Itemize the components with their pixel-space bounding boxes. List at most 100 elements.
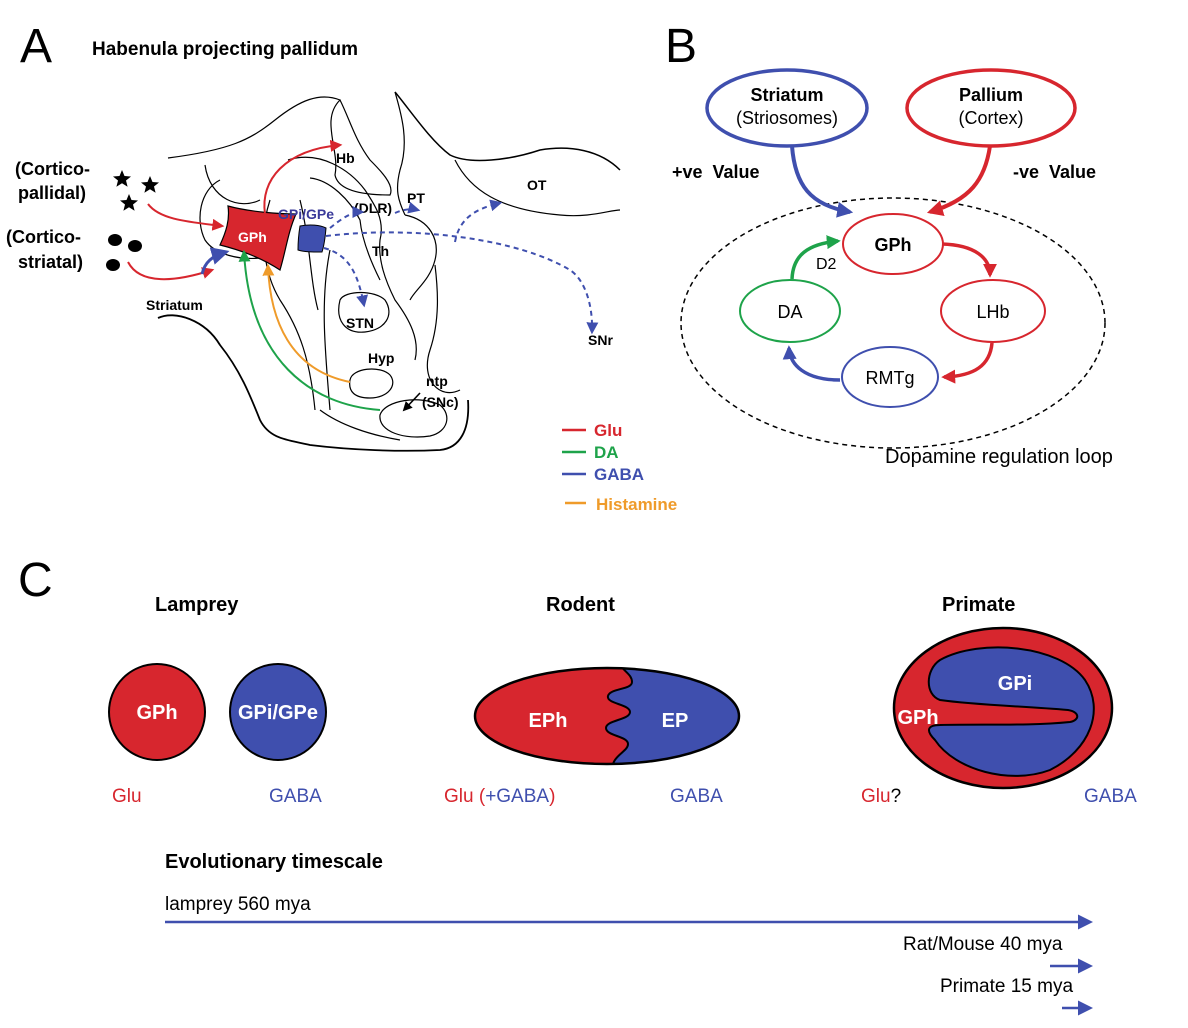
gph-to-lhb-arrow bbox=[941, 242, 997, 278]
rmtg-to-da-arrow bbox=[782, 345, 841, 382]
primate-question-part: ? bbox=[891, 786, 902, 807]
striatum-node bbox=[705, 68, 869, 148]
primate-gaba: GABA bbox=[1084, 786, 1137, 807]
cortico-pallidal-label-1: (Cortico- bbox=[15, 159, 90, 179]
panel-b-letter: B bbox=[665, 20, 697, 73]
hyp-to-gph-arrow bbox=[262, 263, 351, 383]
cortico-pallidal-label-2: pallidal) bbox=[18, 183, 86, 203]
rodent-title: Rodent bbox=[546, 594, 615, 616]
d2-label: D2 bbox=[816, 256, 837, 273]
to-ot-arrow bbox=[454, 199, 503, 243]
ntp-label: ntp bbox=[426, 373, 448, 389]
rodent-eph-label: EPh bbox=[529, 710, 568, 732]
lamprey-glu: Glu bbox=[112, 786, 142, 807]
cortico-striatal-label-2: striatal) bbox=[18, 252, 83, 272]
striatum-to-gph-arrow bbox=[200, 247, 230, 275]
rodent-paren-part: ) bbox=[549, 786, 555, 807]
pallium-to-gph-arrow bbox=[926, 145, 992, 216]
dlr-label: (DLR) bbox=[354, 200, 392, 216]
positive-value-label: +ve Value bbox=[672, 162, 760, 182]
timescale-primate-label: Primate 15 mya bbox=[940, 976, 1073, 997]
th-label: Th bbox=[372, 243, 389, 259]
primate-glu: Glu? bbox=[861, 786, 901, 807]
cortico-striatal-arrow bbox=[127, 261, 215, 281]
primate-glu-part: Glu bbox=[861, 786, 891, 807]
star-marker bbox=[113, 170, 131, 187]
rodent-glu-part: Glu ( bbox=[444, 786, 486, 807]
lamprey-gph-circle bbox=[108, 663, 206, 761]
hyp-label: Hyp bbox=[368, 350, 394, 366]
rodent-glu-gaba: Glu (+GABA) bbox=[444, 786, 555, 807]
striosomes-label: (Striosomes) bbox=[736, 108, 838, 128]
panel-b: B Striatum (Striosomes) Pallium (Cortex)… bbox=[665, 20, 1113, 468]
panel-c: C Lamprey GPh GPi/GPe Glu GABA Rodent EP… bbox=[18, 554, 1137, 1016]
panel-a-letter: A bbox=[20, 20, 52, 73]
pt-label: PT bbox=[407, 190, 425, 206]
negative-value-label: -ve Value bbox=[1013, 162, 1096, 182]
lamprey-gpi-label: GPi/GPe bbox=[238, 702, 318, 724]
rmtg-node-label: RMTg bbox=[866, 368, 915, 388]
dot-marker bbox=[108, 234, 122, 246]
dot-marker bbox=[128, 240, 142, 252]
lhb-node bbox=[940, 279, 1046, 343]
legend-glu: Glu bbox=[594, 421, 622, 440]
da-node-label: DA bbox=[777, 302, 802, 322]
gpi-to-stn-arrow bbox=[323, 247, 368, 308]
rodent-ellipse bbox=[473, 666, 741, 766]
star-marker bbox=[120, 194, 138, 211]
da-node bbox=[739, 279, 841, 343]
brain-outline bbox=[157, 91, 621, 452]
gpi-gpe-region bbox=[297, 224, 327, 253]
loop-caption: Dopamine regulation loop bbox=[885, 446, 1113, 468]
star-marker bbox=[141, 176, 159, 193]
primate-gph-label: GPh bbox=[897, 707, 938, 729]
rodent-gaba-part: +GABA bbox=[485, 786, 549, 807]
lhb-node-label: LHb bbox=[976, 302, 1009, 322]
da-to-gph-arrow bbox=[790, 235, 841, 280]
timescale-rodent-label: Rat/Mouse 40 mya bbox=[903, 934, 1063, 955]
gpi-to-dlr-arrow bbox=[329, 206, 365, 229]
hb-label: Hb bbox=[336, 150, 355, 166]
striatum-to-gph-arrow bbox=[790, 145, 854, 218]
panel-a-legend: Glu DA GABA Histamine bbox=[562, 421, 677, 514]
cortico-pallidal-arrow bbox=[147, 203, 225, 231]
panel-a-projections bbox=[127, 139, 599, 412]
panel-b-arrows bbox=[782, 145, 997, 384]
lhb-to-rmtg-arrow bbox=[941, 342, 994, 384]
legend-histamine: Histamine bbox=[596, 495, 677, 514]
gph-node-label: GPh bbox=[874, 235, 911, 255]
dopamine-loop-boundary bbox=[680, 197, 1106, 449]
legend-da: DA bbox=[594, 443, 619, 462]
legend-gaba: GABA bbox=[594, 465, 644, 484]
striatum-label: Striatum bbox=[146, 297, 203, 313]
rodent-gaba: GABA bbox=[670, 786, 723, 807]
primate-title: Primate bbox=[942, 594, 1015, 616]
pallium-node-label: Pallium bbox=[959, 85, 1023, 105]
rodent-ep-label: EP bbox=[662, 710, 689, 732]
cortico-pallidal-markers bbox=[113, 170, 159, 211]
gph-region bbox=[219, 205, 297, 271]
gph-region-label: GPh bbox=[238, 229, 267, 245]
snc-label: (SNc) bbox=[422, 394, 459, 410]
lamprey-title: Lamprey bbox=[155, 594, 239, 616]
striatum-node-label: Striatum bbox=[750, 85, 823, 105]
primate-gpi-region bbox=[927, 646, 1095, 777]
stn-label: STN bbox=[346, 315, 374, 331]
gpi-gpe-label: GPi/GPe bbox=[278, 206, 334, 222]
lamprey-gph-label: GPh bbox=[136, 702, 177, 724]
cortex-label: (Cortex) bbox=[958, 108, 1023, 128]
snr-label: SNr bbox=[588, 332, 613, 348]
ntp-to-gph-arrow bbox=[238, 249, 381, 411]
panel-a: A Habenula projecting pallidum bbox=[6, 20, 677, 514]
rmtg-node bbox=[841, 346, 939, 408]
gph-to-hb-arrow bbox=[263, 139, 343, 215]
pallium-node bbox=[905, 68, 1077, 148]
dlr-to-pt-arrow bbox=[394, 201, 421, 214]
ntp-pointer-arrow bbox=[402, 392, 421, 412]
dot-marker bbox=[106, 259, 120, 271]
primate-gpi-label: GPi bbox=[998, 673, 1032, 695]
ot-label: OT bbox=[527, 177, 547, 193]
panel-a-title: Habenula projecting pallidum bbox=[92, 39, 358, 60]
cortico-striatal-markers bbox=[106, 234, 142, 271]
